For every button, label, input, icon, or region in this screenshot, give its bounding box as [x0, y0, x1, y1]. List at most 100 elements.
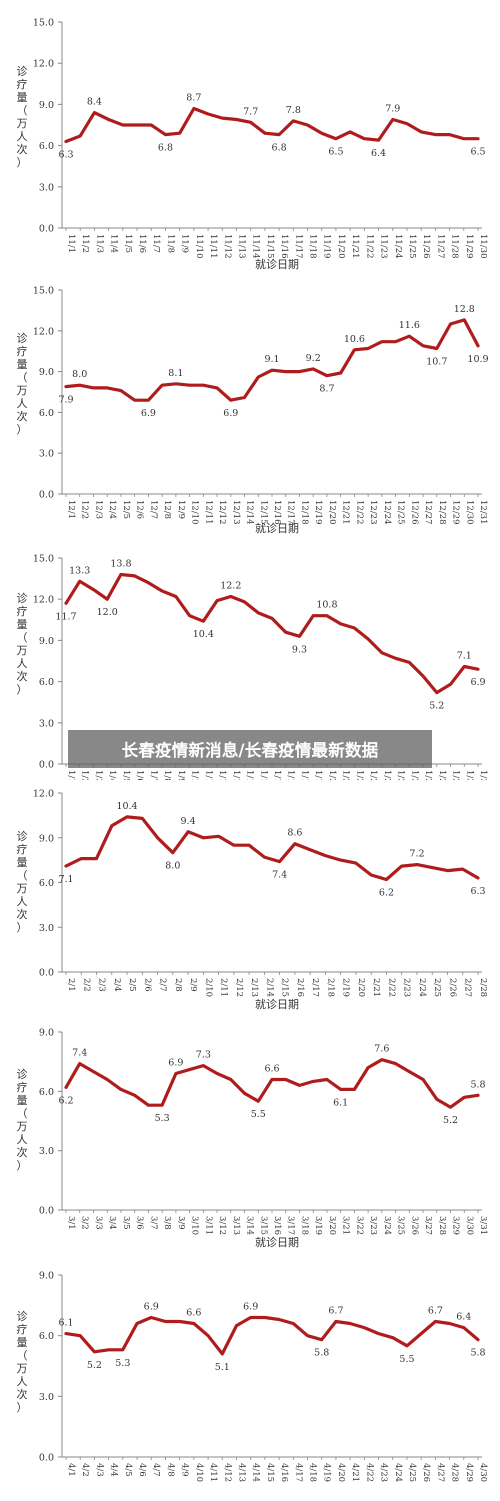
data-point — [106, 598, 109, 601]
data-label: 6.4 — [456, 1312, 471, 1323]
chart-4: 0.0 3.0 6.0 9.0 12.0 诊疗量（万人次） 2/1 2/2 2/3 2/4 2/5 2… — [17, 789, 489, 1012]
y-axis-label-char: 量 — [17, 1336, 28, 1349]
data-point — [79, 134, 82, 138]
data-point — [380, 1058, 384, 1061]
data-point — [448, 133, 451, 136]
data-point — [298, 1084, 301, 1087]
x-tick-label: 11/19 — [322, 234, 332, 259]
data-point — [293, 842, 297, 845]
data-point — [415, 863, 419, 866]
x-tick-label: 12/8 — [162, 500, 172, 519]
data-point — [147, 581, 150, 584]
x-tick-label: 11/2 — [80, 234, 90, 253]
data-label: 13.8 — [110, 558, 131, 569]
y-tick-label: 3.0 — [39, 718, 54, 729]
y-axis-label-char: ） — [17, 1401, 28, 1414]
x-tick-label: 3/25 — [396, 1216, 406, 1235]
x-tick-label: 11/28 — [450, 234, 460, 259]
x-tick-label: 2/8 — [173, 978, 183, 992]
x-tick-label: 1/29 — [451, 770, 461, 780]
x-tick-label: 11/15 — [265, 234, 275, 259]
data-label: 8.0 — [72, 369, 87, 380]
data-label: 7.2 — [409, 849, 424, 860]
data-label: 6.2 — [58, 1095, 73, 1106]
data-point — [150, 1316, 153, 1319]
y-axis-label-char: 量 — [17, 91, 28, 104]
data-point — [192, 1322, 196, 1325]
data-point — [449, 1105, 452, 1109]
data-point — [461, 867, 464, 871]
data-label: 6.2 — [379, 888, 394, 899]
data-point — [202, 1064, 205, 1067]
data-point — [334, 1320, 338, 1323]
data-point — [92, 386, 95, 390]
data-point — [419, 130, 423, 134]
x-tick-label: 12/30 — [464, 500, 474, 525]
data-label: 5.2 — [443, 1115, 458, 1126]
x-tick-label: 2/12 — [234, 978, 244, 997]
data-label: 6.6 — [186, 1308, 201, 1319]
x-tick-label: 3/4 — [107, 1216, 117, 1230]
data-label: 5.5 — [399, 1354, 414, 1365]
data-point — [249, 1316, 252, 1319]
data-point — [174, 382, 178, 386]
data-label: 5.8 — [470, 1079, 485, 1090]
data-point — [421, 1078, 425, 1081]
y-axis-label-char: 万 — [17, 1120, 28, 1133]
data-point — [243, 600, 246, 604]
x-tick-label: 3/22 — [354, 1216, 364, 1235]
data-label: 6.6 — [264, 1063, 279, 1074]
x-tick-label: 2/1 — [66, 978, 76, 992]
data-point — [394, 657, 397, 660]
data-point — [263, 132, 267, 135]
y-tick-label: 15.0 — [33, 554, 54, 565]
y-axis-label-char: 次 — [17, 669, 28, 683]
y-tick-label: 3.0 — [39, 182, 54, 193]
x-tick-label: 1/18 — [299, 770, 309, 780]
x-tick-label: 3/10 — [190, 1216, 200, 1235]
data-label: 12.0 — [97, 607, 118, 618]
x-tick-label: 3/21 — [341, 1216, 351, 1235]
data-point — [324, 854, 327, 857]
data-point — [171, 851, 175, 854]
x-tick-label: 1/4 — [107, 770, 117, 780]
y-axis-label-char: ） — [17, 1159, 28, 1172]
y-axis-label-char: （ — [17, 869, 28, 882]
data-point — [270, 369, 274, 372]
y-tick-label: 0.0 — [39, 760, 54, 771]
series-line — [64, 1315, 480, 1356]
data-label: 8.0 — [165, 861, 180, 872]
data-label: 6.5 — [470, 147, 485, 158]
y-tick-label: 6.0 — [39, 878, 54, 889]
y-axis-label-char: ） — [17, 156, 28, 169]
x-tick-label: 12/18 — [299, 500, 309, 525]
data-point — [64, 140, 68, 143]
data-label: 6.8 — [272, 143, 287, 154]
x-tick-label: 4/23 — [379, 1463, 389, 1482]
data-label: 11.7 — [55, 611, 76, 622]
x-tick-label: 3/11 — [203, 1216, 213, 1235]
data-label: 7.9 — [58, 395, 73, 406]
data-point — [353, 348, 356, 352]
x-tick-label: 4/17 — [293, 1463, 303, 1482]
y-tick-label: 3.0 — [39, 449, 54, 460]
x-tick-label: 2/25 — [432, 978, 442, 997]
y-axis-label-char: 诊 — [17, 591, 28, 605]
y-axis-label-char: 次 — [17, 907, 28, 921]
x-tick-label: 3/31 — [478, 1216, 488, 1235]
y-tick-label: 3.0 — [39, 1146, 54, 1157]
data-label: 7.9 — [385, 104, 400, 115]
data-point — [106, 386, 109, 390]
data-point — [298, 635, 301, 638]
data-label: 5.8 — [314, 1348, 329, 1359]
data-label: 13.3 — [69, 565, 90, 576]
y-axis-label-char: （ — [17, 371, 28, 384]
x-tick-label: 2/7 — [158, 978, 168, 992]
x-tick-label: 2/11 — [219, 978, 229, 997]
x-tick-label: 2/27 — [463, 978, 473, 997]
x-tick-label: 11/9 — [180, 234, 190, 253]
y-tick-label: 9.0 — [39, 636, 54, 647]
y-tick-label: 3.0 — [39, 1392, 54, 1403]
y-axis-label-char: ） — [17, 423, 28, 436]
